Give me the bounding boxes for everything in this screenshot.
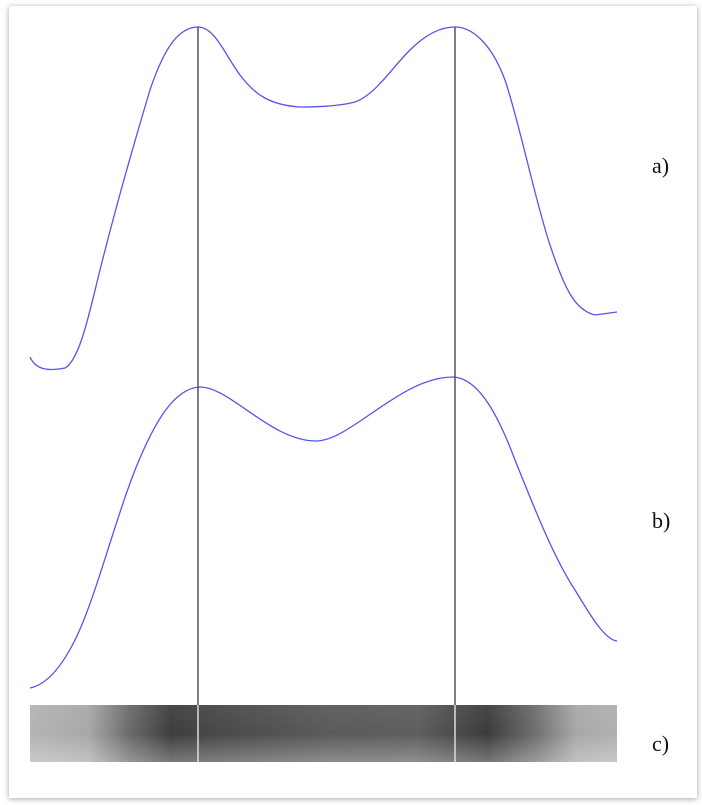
figure: a) b) c) xyxy=(0,0,702,805)
panel-label: a) xyxy=(652,153,669,178)
panel-label: b) xyxy=(652,508,670,533)
panel-label: c) xyxy=(652,731,669,756)
image-strip-shade xyxy=(30,705,617,762)
frame xyxy=(9,6,697,798)
page: a) b) c) (() => { const data = JSON.pars… xyxy=(0,0,702,805)
